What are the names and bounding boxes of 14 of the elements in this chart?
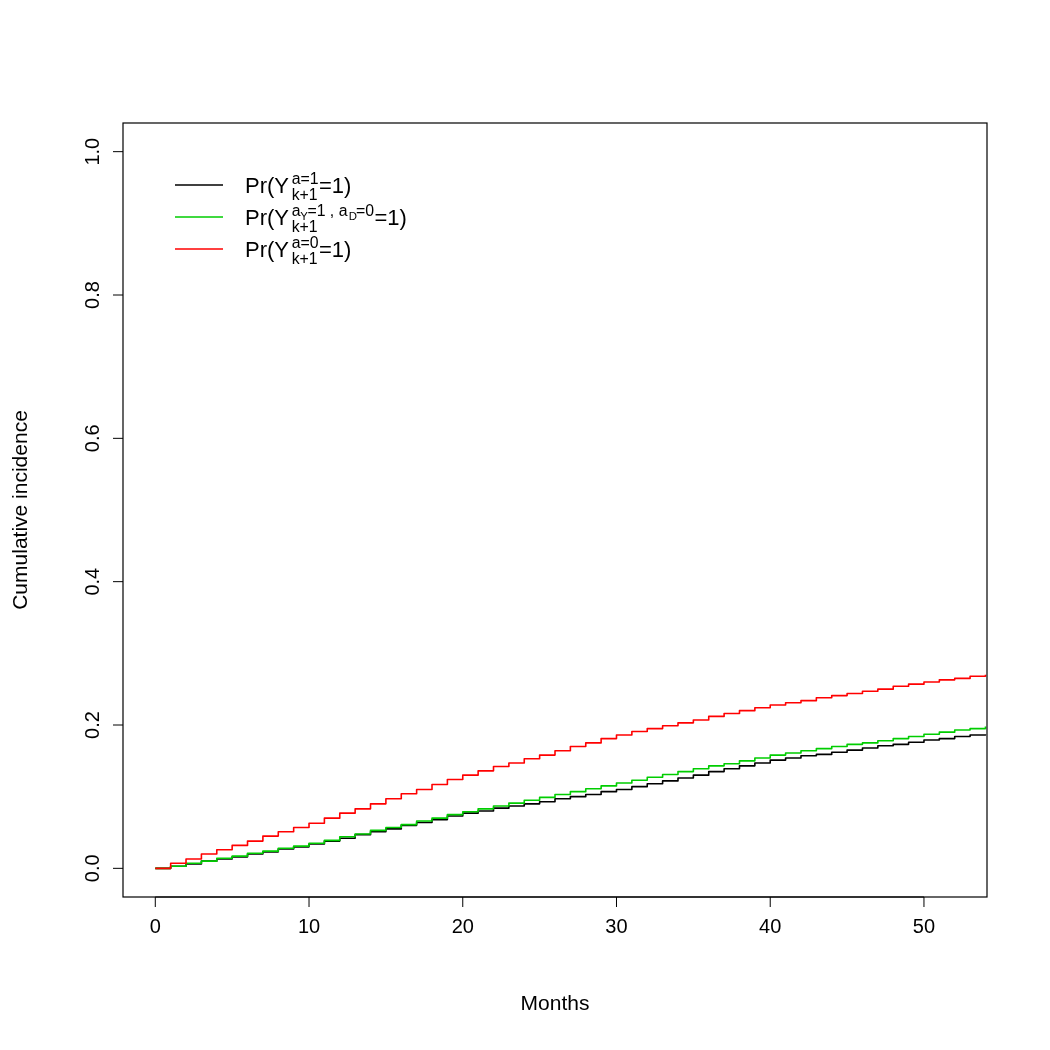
x-tick-label: 50 bbox=[912, 915, 936, 937]
x-tick-label: 0 bbox=[149, 915, 161, 937]
y-tick-label: 0.2 bbox=[81, 711, 103, 739]
x-tick-label: 30 bbox=[605, 915, 628, 937]
x-tick-label: 20 bbox=[451, 915, 474, 937]
y-tick-label: 0.8 bbox=[81, 281, 103, 309]
x-tick-label: 40 bbox=[759, 915, 782, 937]
y-tick-label: 0.6 bbox=[81, 424, 103, 453]
x-axis-title: Months bbox=[520, 991, 590, 1014]
y-tick-label: 1.0 bbox=[81, 137, 103, 166]
y-tick-label: 0.4 bbox=[81, 567, 103, 596]
x-tick-label: 10 bbox=[297, 915, 321, 937]
y-tick-label: 0.0 bbox=[81, 854, 103, 883]
y-axis-title: Cumulative incidence bbox=[8, 410, 31, 610]
